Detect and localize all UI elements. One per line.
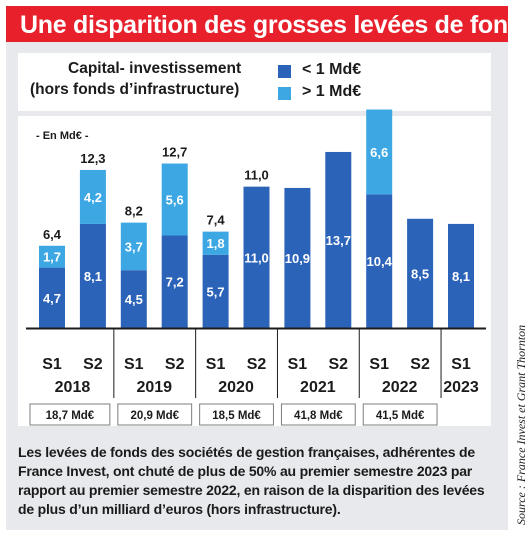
bar-small-6 xyxy=(284,187,311,328)
total-label-0: 6,4 xyxy=(43,227,62,242)
value-label-large-8: 6,6 xyxy=(370,145,388,160)
total-label-1: 12,3 xyxy=(80,151,105,166)
semester-label-4: S1 xyxy=(206,356,226,373)
bar-large-2 xyxy=(120,222,147,271)
value-label-large-2: 3,7 xyxy=(125,239,143,254)
total-label-4: 7,4 xyxy=(207,213,226,228)
legend-title-line1: Capital- investissement xyxy=(68,60,242,77)
yearly-total-box-0 xyxy=(29,403,111,426)
bar-small-5 xyxy=(243,186,270,328)
bar-small-7 xyxy=(325,151,352,328)
semester-label-0: S1 xyxy=(42,356,62,373)
bar-small-9 xyxy=(407,218,434,328)
value-label-small-2: 4,5 xyxy=(125,292,143,307)
value-label-small-5: 11,0 xyxy=(244,250,269,265)
legend-label-small: < 1 Md€ xyxy=(302,61,362,78)
semester-label-10: S1 xyxy=(451,356,471,373)
semester-label-5: S2 xyxy=(247,356,267,373)
bar-small-0 xyxy=(39,267,65,328)
bar-large-8 xyxy=(366,109,393,195)
total-label-3: 12,7 xyxy=(162,145,187,160)
semester-label-9: S2 xyxy=(410,356,430,373)
bar-small-10 xyxy=(448,223,474,328)
yearly-total-label-0: 18,7 Md€ xyxy=(46,410,95,422)
year-label-2023: 2023 xyxy=(443,379,479,396)
yearly-total-label-3: 41,8 Md€ xyxy=(294,410,343,422)
semester-label-2: S1 xyxy=(124,356,144,373)
value-label-small-6: 10,9 xyxy=(285,251,310,266)
yearly-total-box-1 xyxy=(117,403,193,426)
value-label-small-8: 10,4 xyxy=(367,254,393,269)
legend-title-line2: (hors fonds d’infrastructure) xyxy=(30,81,240,98)
legend: Capital- investissement (hors fonds d’in… xyxy=(18,53,491,111)
legend-label-large: > 1 Md€ xyxy=(302,83,362,100)
yearly-total-label-4: 41,5 Md€ xyxy=(376,410,425,422)
yearly-total-box-4 xyxy=(362,403,438,426)
chart-title: Une disparition des grosses levées de fo… xyxy=(20,11,528,39)
semester-label-7: S2 xyxy=(329,356,349,373)
total-label-2: 8,2 xyxy=(125,204,143,219)
value-label-small-10: 8,1 xyxy=(452,269,470,284)
semester-label-3: S2 xyxy=(165,356,185,373)
value-label-small-0: 4,7 xyxy=(43,291,61,306)
value-label-small-1: 8,1 xyxy=(84,269,102,284)
year-label-2020: 2020 xyxy=(218,379,254,396)
bar-small-3 xyxy=(161,235,188,328)
bar-large-4 xyxy=(202,231,229,255)
value-label-small-7: 13,7 xyxy=(326,233,351,248)
bar-small-2 xyxy=(120,270,147,328)
bar-small-8 xyxy=(366,194,393,328)
value-label-small-3: 7,2 xyxy=(166,275,184,290)
semester-label-6: S1 xyxy=(288,356,308,373)
yearly-total-box-2 xyxy=(199,403,274,426)
yearly-total-label-1: 20,9 Md€ xyxy=(130,410,179,422)
yearly-total-box-3 xyxy=(280,403,356,426)
value-label-large-4: 1,8 xyxy=(207,236,225,251)
bar-small-1 xyxy=(79,223,106,328)
value-label-large-0: 1,7 xyxy=(43,250,61,265)
legend-swatch-large xyxy=(278,87,291,100)
title-bar: Une disparition des grosses levées de fo… xyxy=(6,6,528,42)
value-label-large-3: 5,6 xyxy=(166,193,184,208)
year-label-2022: 2022 xyxy=(382,379,418,396)
value-label-large-1: 4,2 xyxy=(84,190,102,205)
bar-large-3 xyxy=(161,163,188,236)
total-label-5: 11,0 xyxy=(244,168,269,183)
value-label-small-4: 5,7 xyxy=(207,284,225,299)
unit-label: - En Md€ - xyxy=(36,130,89,142)
year-label-2019: 2019 xyxy=(136,379,172,396)
source-note: Source : France Invest et Grant Thornton xyxy=(514,324,528,525)
bar-large-1 xyxy=(79,169,106,224)
semester-label-1: S2 xyxy=(83,356,103,373)
legend-swatch-small xyxy=(278,65,291,78)
bar-large-0 xyxy=(39,245,65,268)
year-label-2018: 2018 xyxy=(55,379,91,396)
yearly-total-label-2: 18,5 Md€ xyxy=(212,410,261,422)
caption: Les levées de fonds des sociétés de gest… xyxy=(18,444,485,517)
value-label-small-9: 8,5 xyxy=(411,266,429,281)
year-label-2021: 2021 xyxy=(300,379,336,396)
bar-small-4 xyxy=(202,254,229,328)
semester-label-8: S1 xyxy=(369,356,389,373)
